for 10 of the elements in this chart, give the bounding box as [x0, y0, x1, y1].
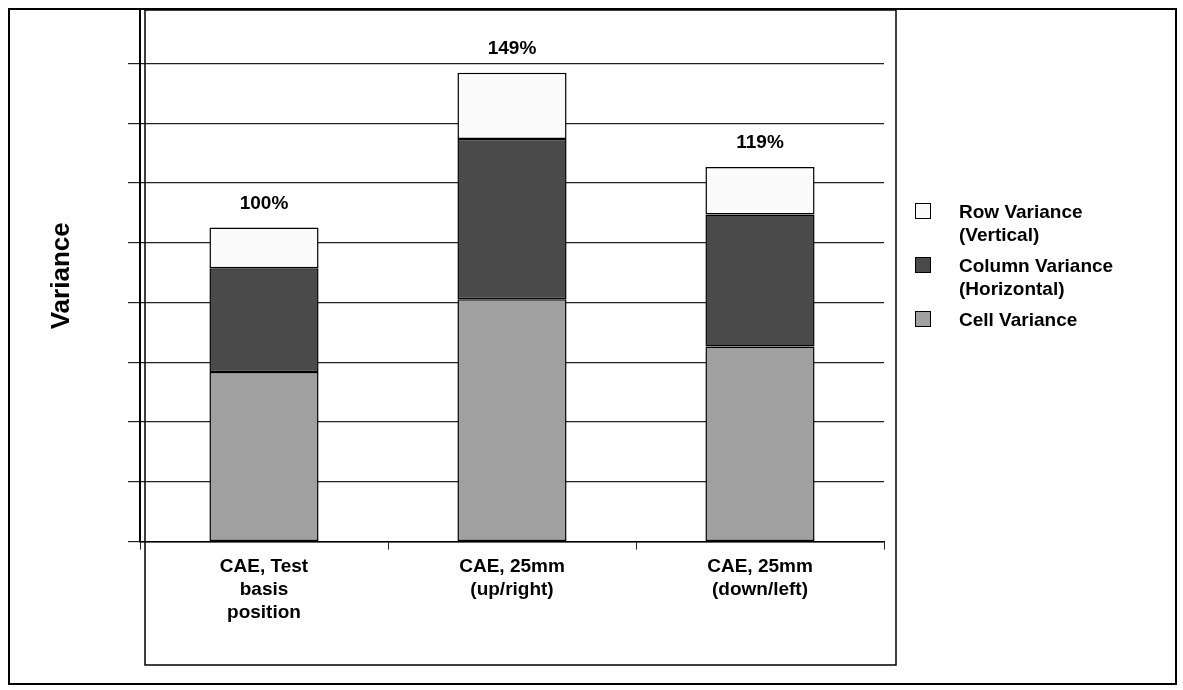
x-tick-label: CAE, Test basis position [219, 555, 309, 622]
text: Row Variance (Vertical) [959, 200, 1084, 246]
legend-label: Cell Variance [959, 308, 1079, 331]
y-axis-title: Variance [45, 222, 76, 330]
x-tick-label: CAE, 25mm (up/right) [459, 555, 565, 600]
annotation: 100% [239, 191, 289, 213]
x-tick-label: CAE, 25mm (down/left) [707, 555, 813, 600]
annotation: 119% [736, 131, 784, 153]
legend-label: Column Variance (Horizontal) [959, 254, 1115, 300]
annotation: 149% [487, 37, 537, 59]
